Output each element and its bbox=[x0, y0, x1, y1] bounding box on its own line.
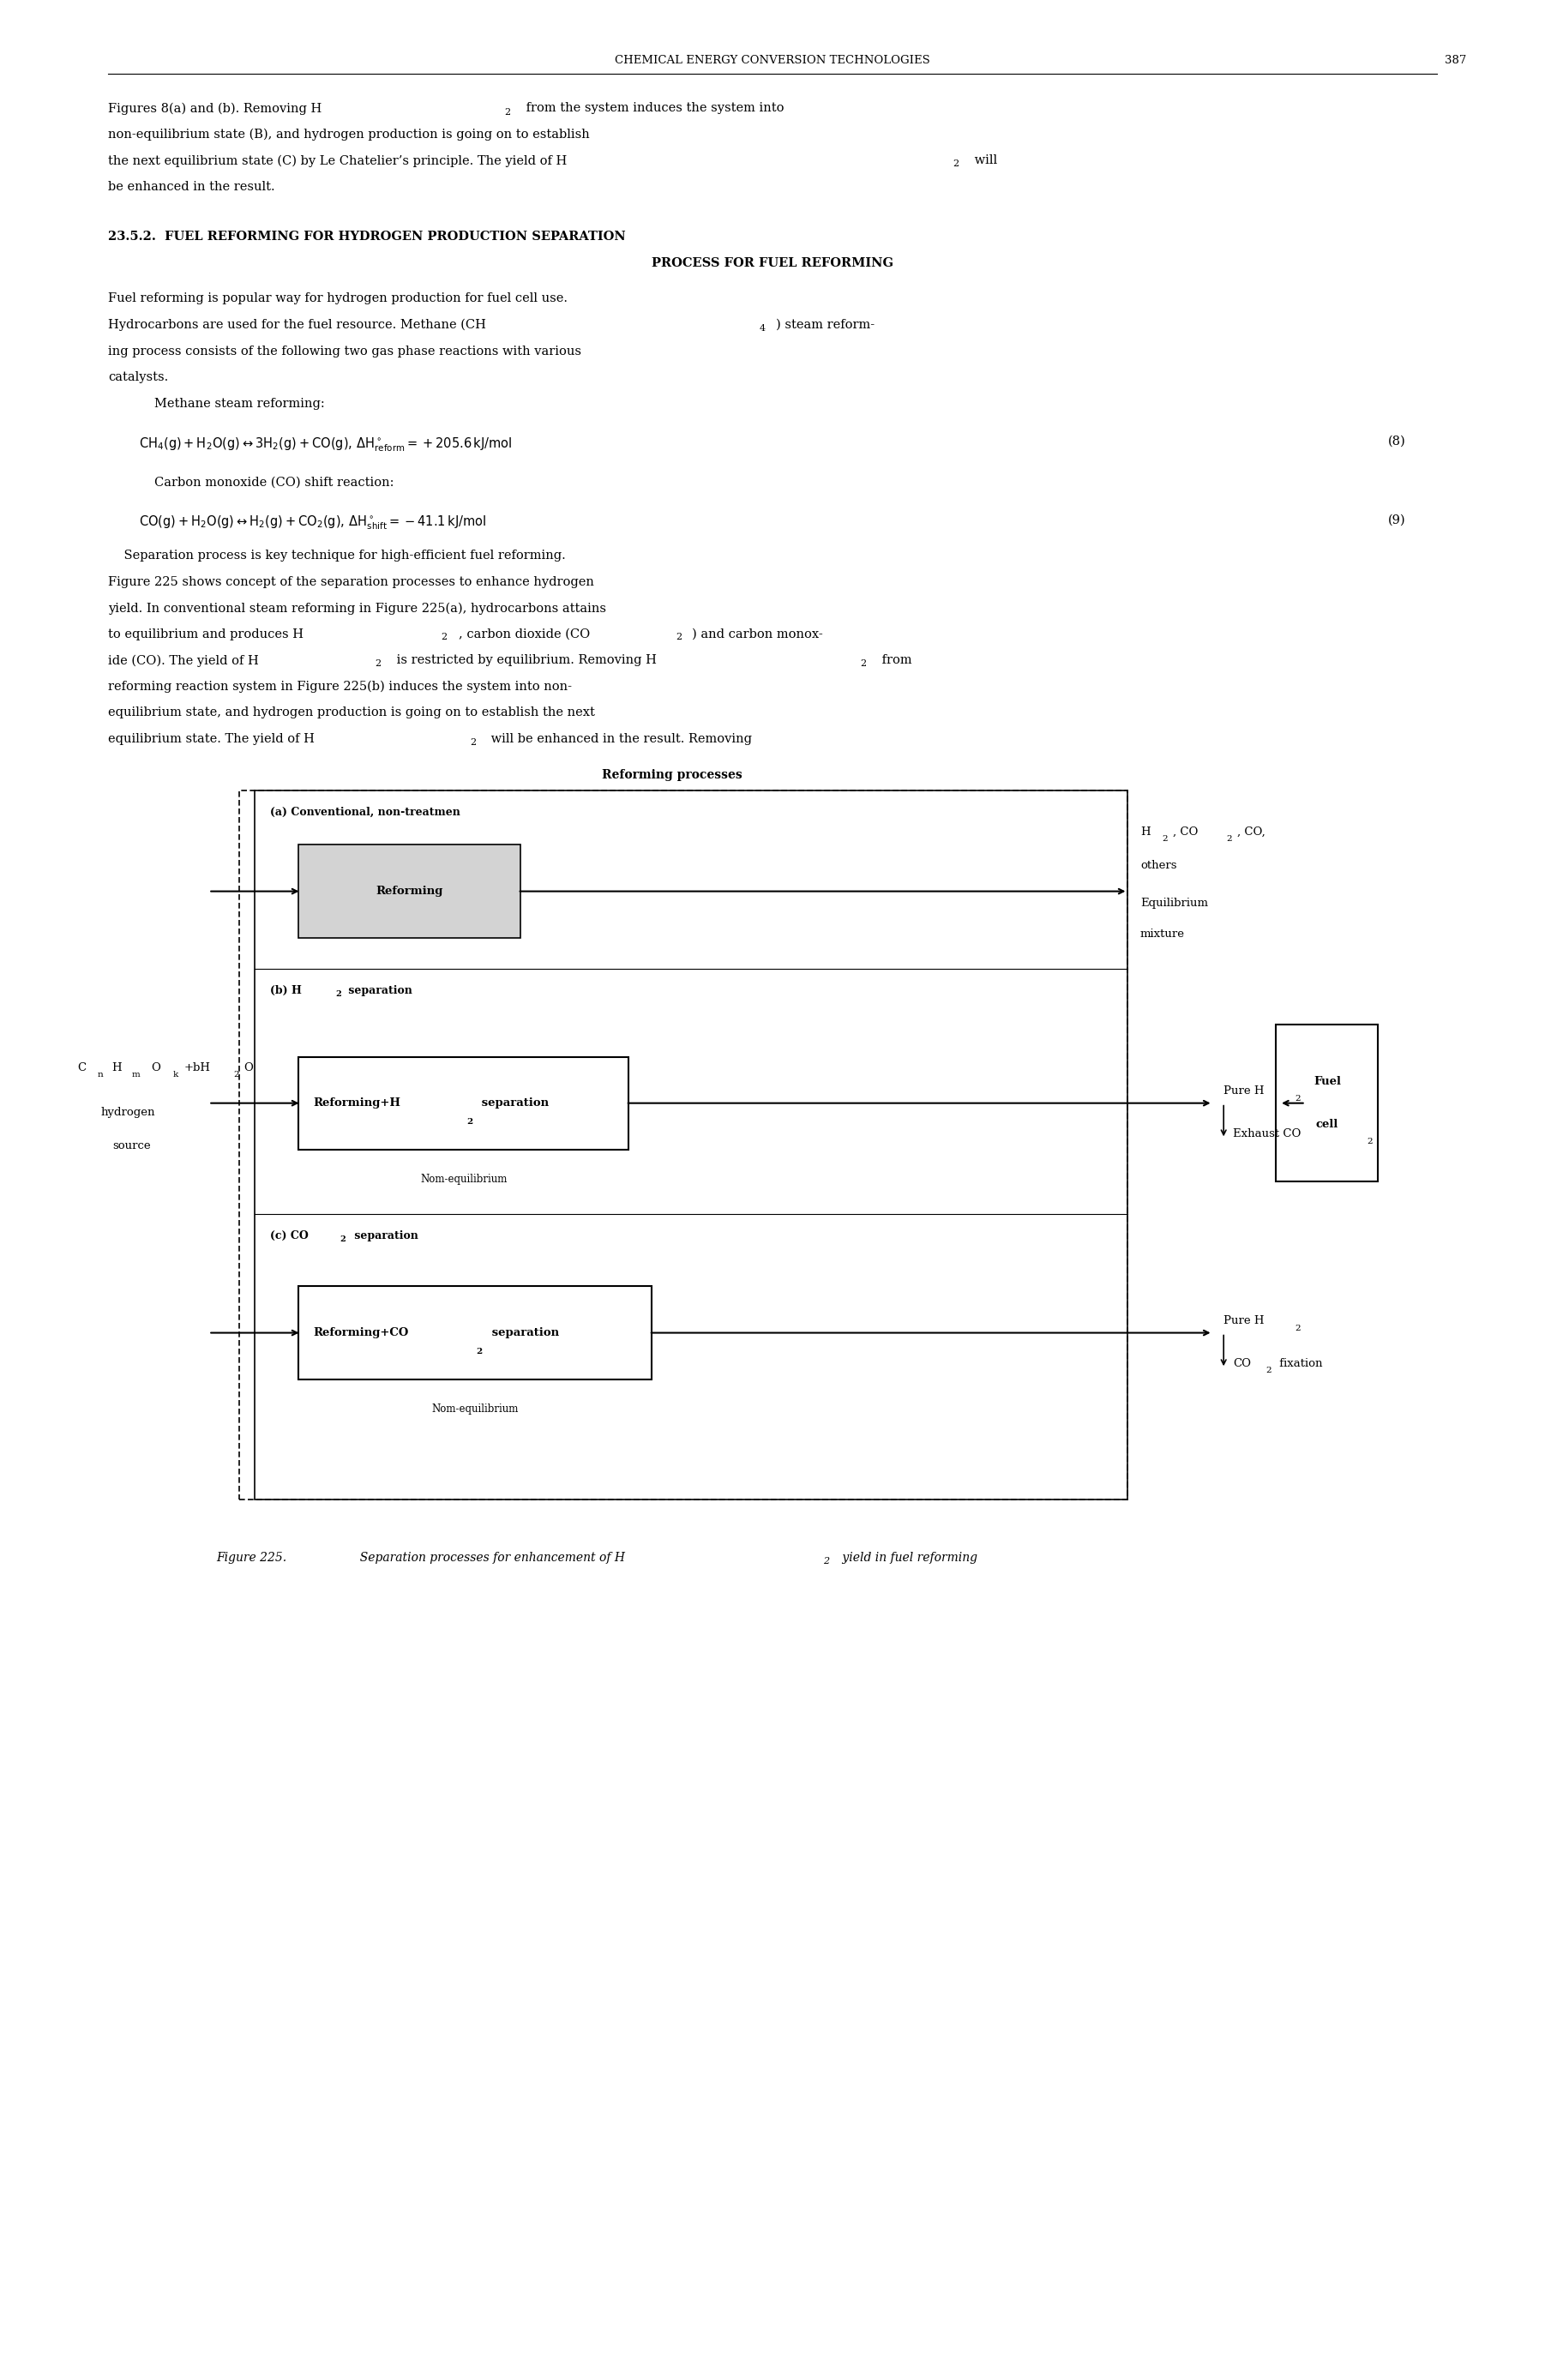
Text: separation: separation bbox=[345, 985, 413, 997]
Text: 2: 2 bbox=[1265, 1366, 1272, 1376]
Text: to equilibrium and produces H: to equilibrium and produces H bbox=[108, 628, 304, 640]
Text: from: from bbox=[878, 655, 912, 666]
Text: separation: separation bbox=[488, 1328, 559, 1338]
Text: C: C bbox=[77, 1061, 87, 1073]
Text: $\mathrm{CH_4(g) + H_2O(g) \leftrightarrow 3H_2(g) + CO(g),\, \Delta H^\circ_{re: $\mathrm{CH_4(g) + H_2O(g) \leftrightarr… bbox=[139, 436, 513, 452]
Text: 2: 2 bbox=[335, 990, 341, 997]
Bar bbox=[239, 790, 1128, 1499]
Text: 387: 387 bbox=[1445, 55, 1466, 67]
Text: 2: 2 bbox=[340, 1235, 346, 1242]
Text: n: n bbox=[97, 1071, 104, 1078]
Text: 2: 2 bbox=[505, 107, 510, 117]
Text: yield in fuel reforming: yield in fuel reforming bbox=[839, 1552, 978, 1564]
Text: separation: separation bbox=[351, 1230, 419, 1242]
Text: (b) H: (b) H bbox=[270, 985, 301, 997]
Text: 2: 2 bbox=[467, 1119, 473, 1126]
Text: Reforming: Reforming bbox=[375, 885, 443, 897]
Text: m: m bbox=[131, 1071, 139, 1078]
Text: Pure H: Pure H bbox=[1224, 1316, 1264, 1326]
Text: 2: 2 bbox=[470, 738, 476, 747]
Text: H: H bbox=[1140, 826, 1149, 838]
Text: O: O bbox=[151, 1061, 161, 1073]
Text: 2: 2 bbox=[861, 659, 867, 669]
Text: Equilibrium: Equilibrium bbox=[1140, 897, 1208, 909]
Text: 2: 2 bbox=[677, 633, 681, 643]
Text: Figure 225.: Figure 225. bbox=[216, 1552, 287, 1564]
Text: Carbon monoxide (CO) shift reaction:: Carbon monoxide (CO) shift reaction: bbox=[155, 476, 394, 488]
Text: reforming reaction system in Figure 225(b) induces the system into non-: reforming reaction system in Figure 225(… bbox=[108, 681, 572, 693]
Text: Methane steam reforming:: Methane steam reforming: bbox=[155, 397, 324, 409]
Text: Reforming+H: Reforming+H bbox=[314, 1097, 402, 1109]
Text: , carbon dioxide (CO: , carbon dioxide (CO bbox=[459, 628, 590, 640]
Text: 2: 2 bbox=[233, 1071, 239, 1078]
Text: is restricted by equilibrium. Removing H: is restricted by equilibrium. Removing H bbox=[392, 655, 657, 666]
Text: 2: 2 bbox=[476, 1347, 482, 1357]
Text: Reforming processes: Reforming processes bbox=[603, 769, 742, 781]
Text: 2: 2 bbox=[1295, 1323, 1301, 1333]
Text: 2: 2 bbox=[1227, 835, 1233, 843]
Text: 4: 4 bbox=[760, 324, 765, 333]
Text: mixture: mixture bbox=[1140, 928, 1185, 940]
Text: Exhaust CO: Exhaust CO bbox=[1233, 1128, 1301, 1140]
Text: 2: 2 bbox=[1295, 1095, 1301, 1102]
Text: Separation process is key technique for high-efficient fuel reforming.: Separation process is key technique for … bbox=[108, 550, 565, 562]
Text: Nom-equilibrium: Nom-equilibrium bbox=[420, 1173, 507, 1185]
Text: ide (CO). The yield of H: ide (CO). The yield of H bbox=[108, 655, 260, 666]
Text: the next equilibrium state (C) by Le Chatelier’s principle. The yield of H: the next equilibrium state (C) by Le Cha… bbox=[108, 155, 567, 167]
Text: H: H bbox=[111, 1061, 121, 1073]
Text: be enhanced in the result.: be enhanced in the result. bbox=[108, 181, 275, 193]
FancyBboxPatch shape bbox=[298, 1057, 629, 1150]
Text: (9): (9) bbox=[1389, 514, 1406, 526]
Text: will: will bbox=[970, 155, 997, 167]
Text: (a) Conventional, non-treatmen: (a) Conventional, non-treatmen bbox=[270, 807, 460, 819]
Text: ing process consists of the following two gas phase reactions with various: ing process consists of the following tw… bbox=[108, 345, 581, 357]
Bar bbox=[255, 790, 1128, 1499]
Text: O: O bbox=[244, 1061, 253, 1073]
Text: $\mathrm{CO(g) + H_2O(g) \leftrightarrow H_2(g) + CO_2(g),\, \Delta H^\circ_{shi: $\mathrm{CO(g) + H_2O(g) \leftrightarrow… bbox=[139, 514, 487, 531]
Text: ) and carbon monox-: ) and carbon monox- bbox=[692, 628, 823, 640]
Text: CO: CO bbox=[1233, 1359, 1251, 1368]
Text: Figures 8(a) and (b). Removing H: Figures 8(a) and (b). Removing H bbox=[108, 102, 321, 114]
Text: k: k bbox=[173, 1071, 178, 1078]
Text: +bH: +bH bbox=[184, 1061, 210, 1073]
Text: Nom-equilibrium: Nom-equilibrium bbox=[431, 1404, 519, 1414]
Text: 2: 2 bbox=[823, 1557, 830, 1566]
Text: 2: 2 bbox=[375, 659, 380, 669]
Text: equilibrium state, and hydrogen production is going on to establish the next: equilibrium state, and hydrogen producti… bbox=[108, 707, 595, 719]
Text: PROCESS FOR FUEL REFORMING: PROCESS FOR FUEL REFORMING bbox=[652, 257, 893, 269]
Text: 2: 2 bbox=[1162, 835, 1168, 843]
Text: from the system induces the system into: from the system induces the system into bbox=[522, 102, 785, 114]
Text: separation: separation bbox=[477, 1097, 548, 1109]
Text: Figure 225 shows concept of the separation processes to enhance hydrogen: Figure 225 shows concept of the separati… bbox=[108, 576, 595, 588]
Text: hydrogen: hydrogen bbox=[100, 1107, 155, 1119]
Text: others: others bbox=[1140, 859, 1177, 871]
Text: fixation: fixation bbox=[1276, 1359, 1323, 1368]
Text: Fuel: Fuel bbox=[1313, 1076, 1341, 1088]
Text: (c) CO: (c) CO bbox=[270, 1230, 309, 1242]
FancyBboxPatch shape bbox=[298, 845, 521, 938]
Text: CHEMICAL ENERGY CONVERSION TECHNOLOGIES: CHEMICAL ENERGY CONVERSION TECHNOLOGIES bbox=[615, 55, 930, 67]
Text: will be enhanced in the result. Removing: will be enhanced in the result. Removing bbox=[487, 733, 751, 745]
Text: , CO: , CO bbox=[1173, 826, 1197, 838]
Text: non-equilibrium state (B), and hydrogen production is going on to establish: non-equilibrium state (B), and hydrogen … bbox=[108, 129, 590, 140]
Text: 2: 2 bbox=[1367, 1138, 1374, 1145]
Text: , CO,: , CO, bbox=[1238, 826, 1265, 838]
Text: Hydrocarbons are used for the fuel resource. Methane (CH: Hydrocarbons are used for the fuel resou… bbox=[108, 319, 487, 331]
Text: yield. In conventional steam reforming in Figure 225(a), hydrocarbons attains: yield. In conventional steam reforming i… bbox=[108, 602, 606, 614]
Text: Pure H: Pure H bbox=[1224, 1085, 1264, 1097]
Text: equilibrium state. The yield of H: equilibrium state. The yield of H bbox=[108, 733, 315, 745]
Text: 23.5.2.  FUEL REFORMING FOR HYDROGEN PRODUCTION SEPARATION: 23.5.2. FUEL REFORMING FOR HYDROGEN PROD… bbox=[108, 231, 626, 243]
Text: (8): (8) bbox=[1387, 436, 1406, 447]
Text: ) steam reform-: ) steam reform- bbox=[776, 319, 874, 331]
FancyBboxPatch shape bbox=[1276, 1026, 1378, 1183]
Text: 2: 2 bbox=[952, 159, 958, 169]
Text: Fuel reforming is popular way for hydrogen production for fuel cell use.: Fuel reforming is popular way for hydrog… bbox=[108, 293, 567, 305]
FancyBboxPatch shape bbox=[298, 1285, 652, 1380]
Text: Reforming+CO: Reforming+CO bbox=[314, 1328, 409, 1338]
Text: 2: 2 bbox=[442, 633, 447, 643]
Text: catalysts.: catalysts. bbox=[108, 371, 168, 383]
Text: source: source bbox=[113, 1140, 151, 1152]
Text: cell: cell bbox=[1316, 1119, 1338, 1131]
Text: Separation processes for enhancement of H: Separation processes for enhancement of … bbox=[352, 1552, 624, 1564]
